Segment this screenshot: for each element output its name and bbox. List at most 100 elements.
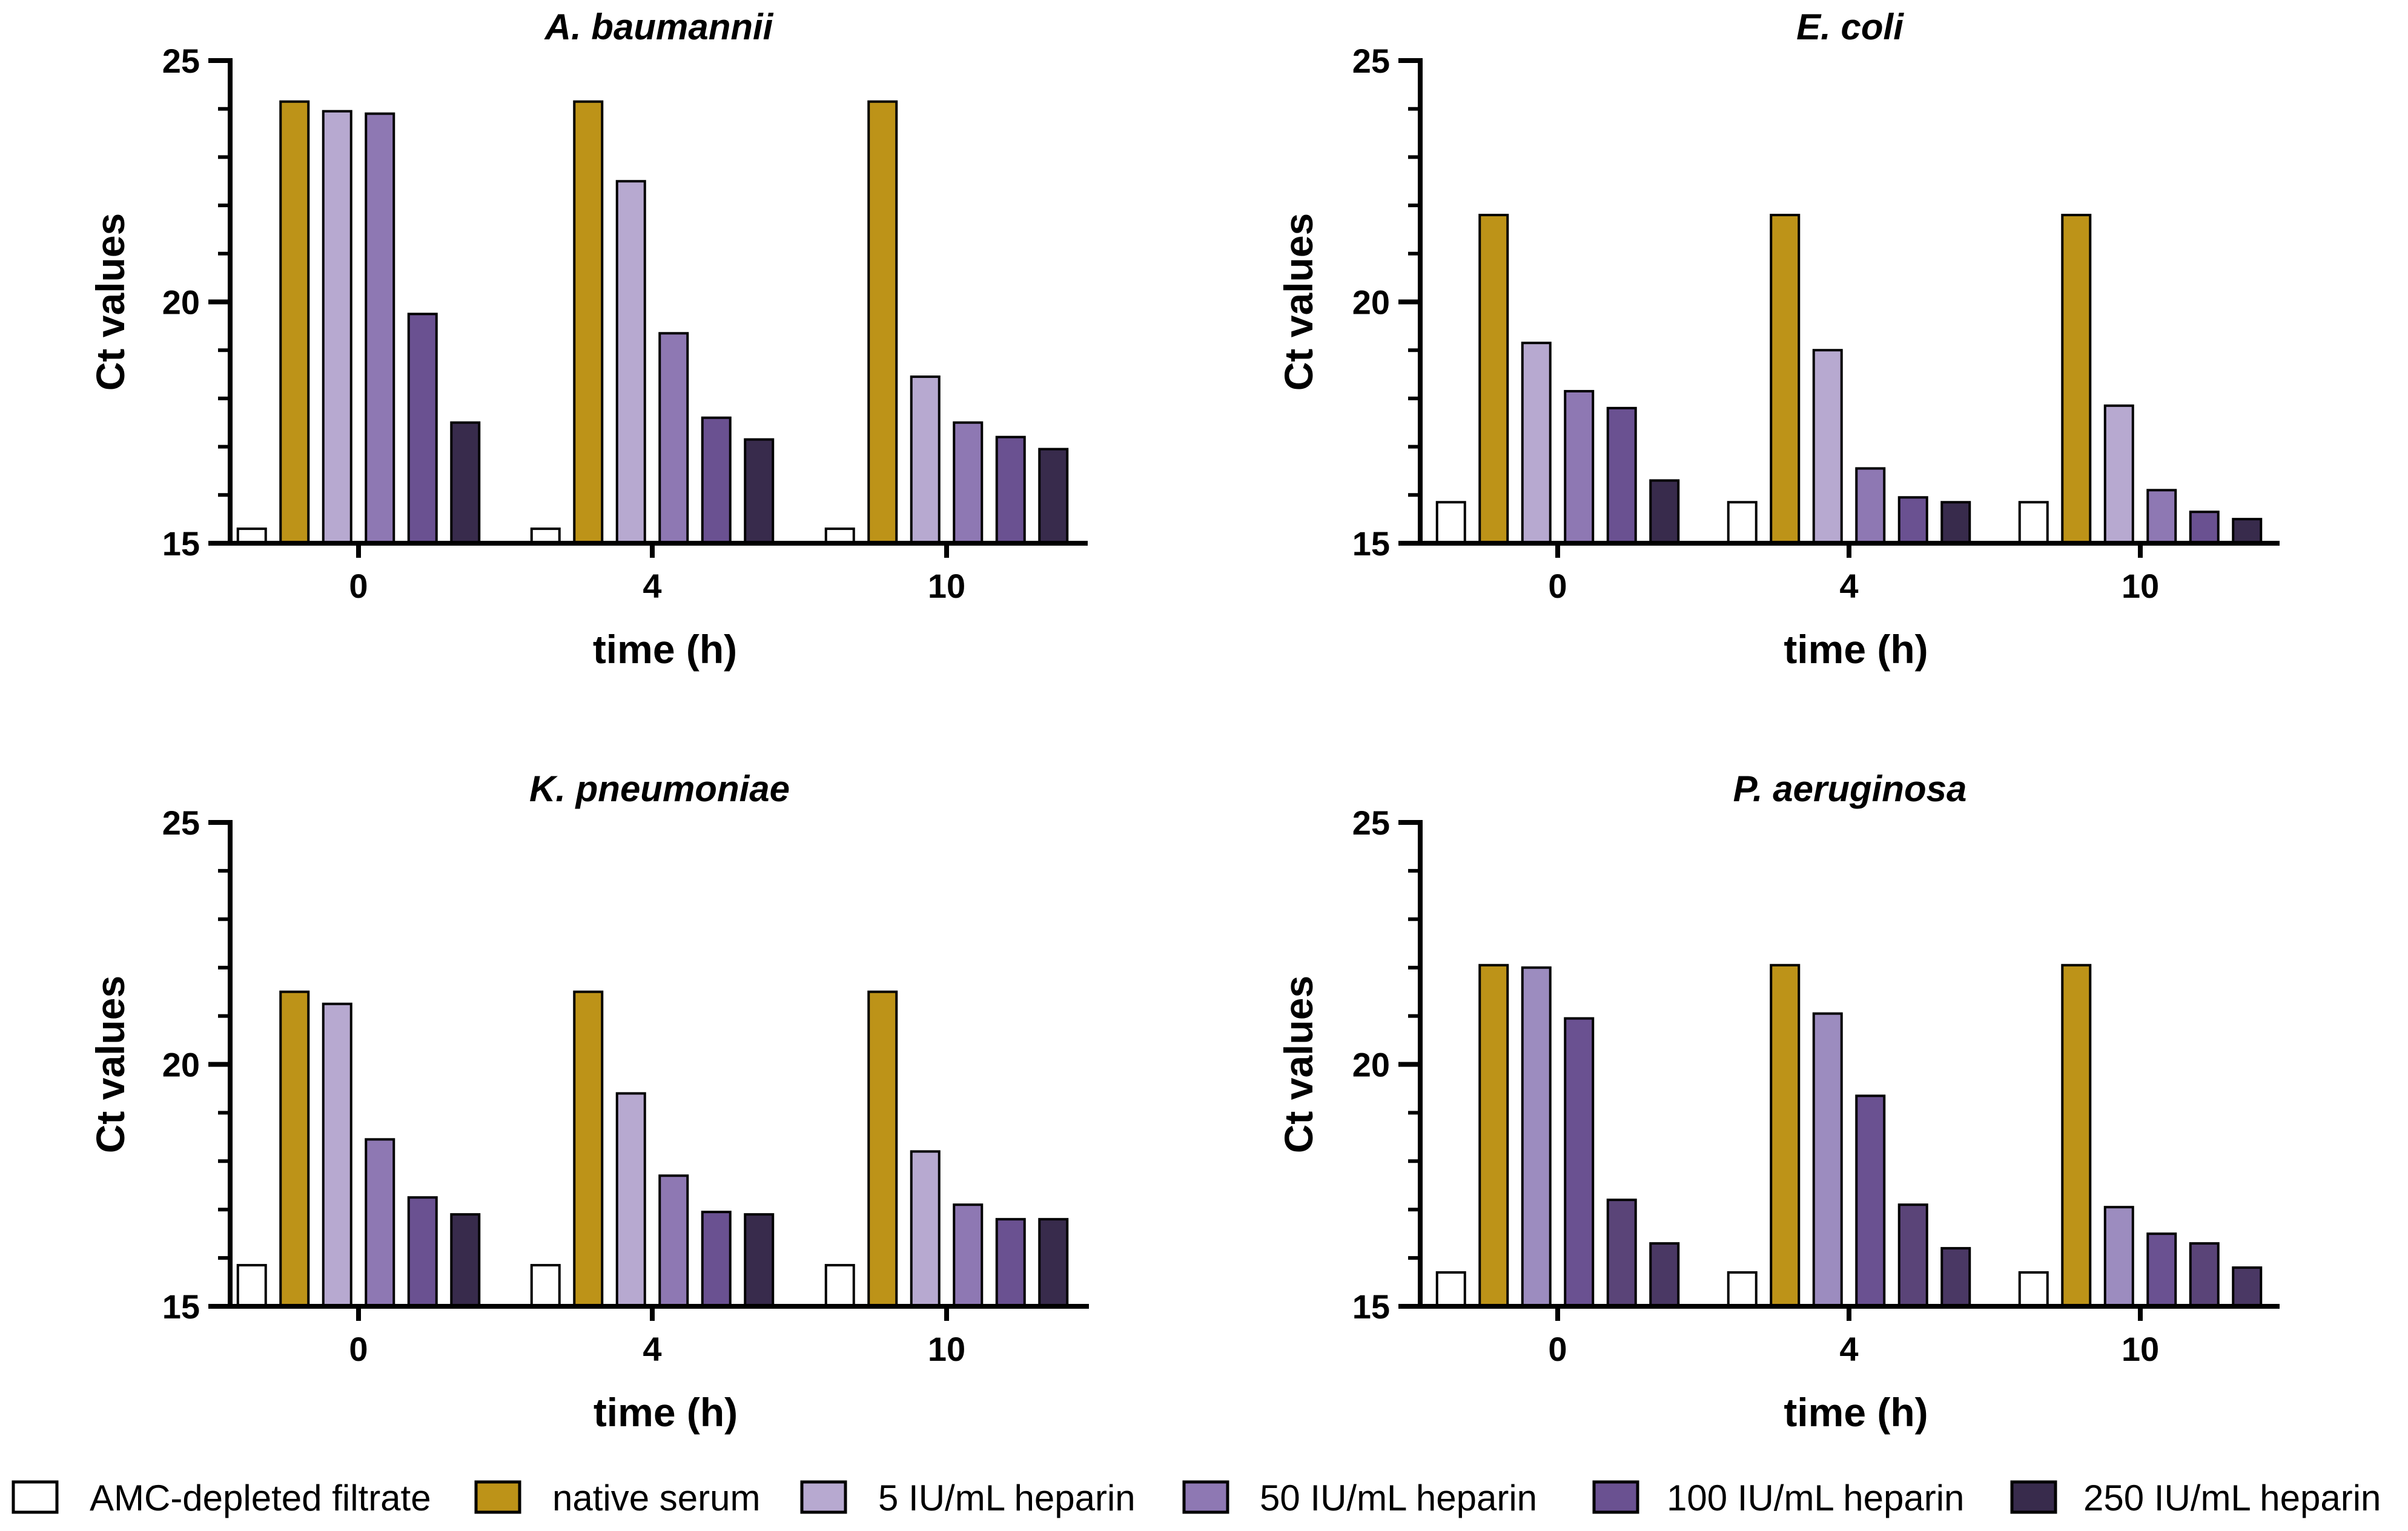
bar-250-iu-ml-heparin-t4 [744,1213,775,1308]
y-tick-label: 20 [1352,283,1390,322]
panel-p-aeruginosa: P. aeruginosa Ct values time (h) 0 4 10 15 20 25 [1276,769,2280,1435]
x-tick-label: 4 [1839,1330,1858,1368]
bar-100-iu-ml-heparin-t0 [1606,1199,1637,1308]
bar-50-iu-ml-heparin-t0 [1564,1017,1595,1308]
legend-item-native-serum: native serum [474,1478,760,1518]
legend-label-5-iu-heparin: 5 IU/mL heparin [878,1478,1136,1518]
bar-native-serum-t10 [867,990,898,1308]
y-axis-label: Ct values [88,213,133,391]
y-axis-label: Ct values [88,976,133,1153]
bar-100-iu-ml-heparin-t4 [701,1211,732,1308]
legend-swatch-5-iu-heparin [800,1480,847,1514]
bar-native-serum-t4 [1770,214,1801,545]
bar-50-iu-ml-heparin-t0 [365,1138,395,1308]
x-axis-label: time (h) [593,627,737,672]
legend-item-250-iu-heparin: 250 IU/mL heparin [2010,1478,2381,1518]
legend-label-native-serum: native serum [552,1478,760,1518]
bar-250-iu-ml-heparin-t0 [450,1213,481,1308]
y-axis-label: Ct values [1276,213,1321,391]
bar-5-iu-ml-heparin-t4 [615,1092,646,1308]
bar-250-iu-ml-heparin-t0 [1649,479,1680,545]
bar-amc-depleted-filtrate-t10 [2018,501,2049,545]
bar-50-iu-ml-heparin-t0 [365,112,395,545]
y-tick-label: 20 [162,283,200,322]
bar-50-iu-ml-heparin-t0 [1564,389,1595,544]
y-tick-label: 15 [1352,1288,1390,1326]
bar-250-iu-ml-heparin-t10 [1038,448,1069,545]
panel-k-pneumoniae: K. pneumoniae Ct values time (h) 0 4 10 15 20 25 [88,769,1089,1435]
chart-title: K. pneumoniae [529,769,790,809]
bar-5-iu-ml-heparin-t0 [322,110,352,544]
y-tick-label: 20 [162,1046,200,1084]
bar-5-iu-ml-heparin-t4 [1812,349,1843,544]
bar-50-iu-ml-heparin-t10 [2146,489,2177,545]
y-tick-label: 25 [1352,42,1390,80]
x-axis-label: time (h) [1784,627,1928,672]
panel-e-coli: E. coli Ct values time (h) 0 4 10 15 20 25 [1276,7,2280,672]
bar-50-iu-ml-heparin-t4 [1855,467,1886,545]
legend-swatch-native-serum [474,1480,521,1514]
chart-title: A. baumannii [544,7,774,47]
legend-swatch-250-iu-heparin [2010,1480,2057,1514]
bar-50-iu-ml-heparin-t10 [953,421,984,544]
legend-swatch-100-iu-heparin [1592,1480,1639,1514]
bar-100-iu-ml-heparin-t10 [995,435,1026,544]
bar-5-iu-ml-heparin-t4 [615,180,646,544]
legend-label-100-iu-heparin: 100 IU/mL heparin [1667,1478,1964,1518]
bar-250-iu-ml-heparin-t0 [450,421,481,544]
legend-swatch-50-iu-heparin [1182,1480,1229,1514]
bar-amc-depleted-filtrate-t10 [2018,1271,2049,1308]
bar-native-serum-t10 [2061,214,2092,545]
bar-100-iu-ml-heparin-t10 [2189,1242,2220,1308]
bar-native-serum-t4 [573,990,604,1308]
bar-5-iu-ml-heparin-t10 [2103,404,2134,544]
bar-250-iu-ml-heparin-t4 [744,438,775,545]
x-tick-label: 4 [643,1330,661,1368]
bar-amc-depleted-filtrate-t10 [824,1264,855,1308]
bar-native-serum-t0 [1478,214,1509,545]
bar-250-iu-ml-heparin-t4 [1940,501,1971,545]
bar-100-iu-ml-heparin-t4 [1897,496,1928,544]
legend-item-100-iu-heparin: 100 IU/mL heparin [1592,1478,1964,1518]
panel-a-baumannii: A. baumannii Ct values time (h) 0 4 10 15 20 25 [88,7,1088,672]
bar-native-serum-t0 [279,990,310,1308]
x-tick-label: 0 [349,1330,368,1368]
bar-100-iu-ml-heparin-t10 [995,1218,1026,1308]
legend-swatch-amc-depleted-filtrate [12,1480,59,1514]
legend-item-amc-depleted-filtrate: AMC-depleted filtrate [12,1478,431,1518]
bar-5-iu-ml-heparin-t10 [2103,1206,2134,1308]
legend-label-50-iu-heparin: 50 IU/mL heparin [1260,1478,1537,1518]
bar-5-iu-ml-heparin-t0 [322,1002,352,1308]
bar-native-serum-t10 [2061,964,2092,1308]
bar-native-serum-t0 [1478,964,1509,1308]
bar-250-iu-ml-heparin-t10 [2232,518,2263,545]
y-tick-label: 20 [1352,1046,1390,1084]
legend-item-50-iu-heparin: 50 IU/mL heparin [1182,1478,1537,1518]
bar-100-iu-ml-heparin-t0 [407,1196,438,1308]
bar-amc-depleted-filtrate-t0 [1435,501,1466,545]
x-tick-label: 10 [2122,1330,2159,1368]
bar-native-serum-t0 [279,100,310,544]
legend-label-amc-depleted-filtrate: AMC-depleted filtrate [90,1478,431,1518]
bar-native-serum-t10 [867,100,898,544]
y-tick-label: 15 [162,1288,200,1326]
bar-5-iu-ml-heparin-t0 [1521,966,1552,1308]
bar-5-iu-ml-heparin-t4 [1812,1012,1843,1308]
legend: AMC-depleted filtrate native serum 5 IU/… [12,1478,2381,1518]
bar-100-iu-ml-heparin-t0 [407,312,438,544]
bar-250-iu-ml-heparin-t10 [2232,1266,2263,1308]
x-tick-label: 10 [928,567,965,605]
bar-5-iu-ml-heparin-t10 [910,1150,941,1308]
x-tick-label: 10 [2122,567,2159,605]
x-tick-label: 10 [928,1330,965,1368]
bar-100-iu-ml-heparin-t4 [1897,1203,1928,1308]
bar-amc-depleted-filtrate-t4 [530,1264,561,1308]
x-tick-label: 4 [1839,567,1858,605]
y-tick-label: 25 [162,42,200,80]
bar-50-iu-ml-heparin-t10 [953,1203,984,1308]
x-tick-label: 0 [1548,567,1567,605]
x-axis-label: time (h) [1784,1390,1928,1435]
bar-50-iu-ml-heparin-t4 [658,332,689,544]
bar-50-iu-ml-heparin-t4 [658,1174,689,1308]
